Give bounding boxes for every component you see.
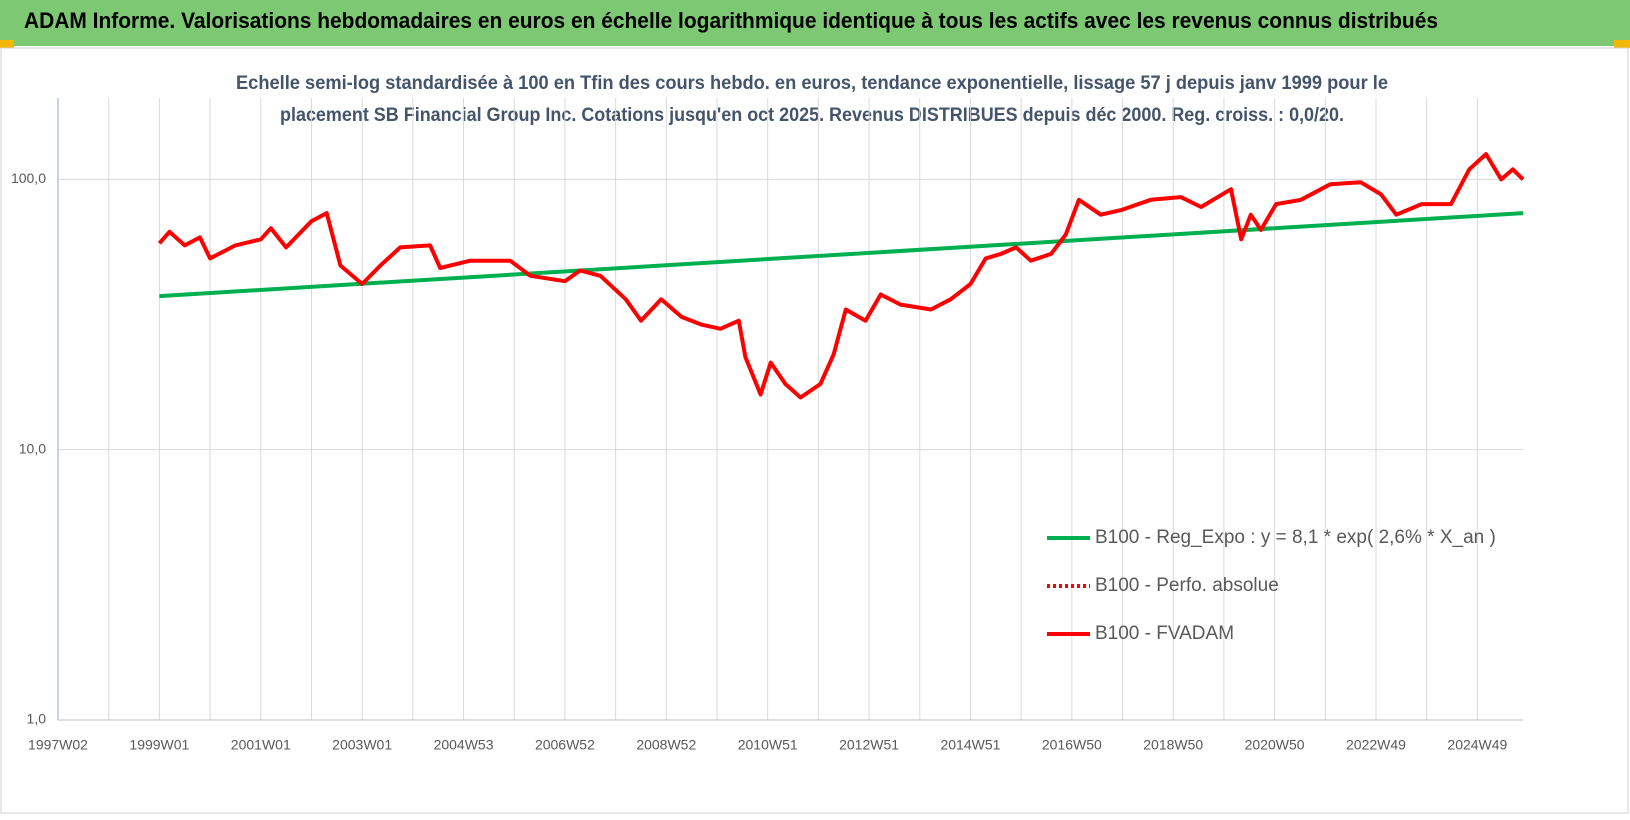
x-tick-label: 2006W52 xyxy=(535,737,595,753)
chart-title: Echelle semi-log standardisée à 100 en T… xyxy=(236,73,1388,94)
legend-label: B100 - Perfo. absolue xyxy=(1095,575,1279,596)
x-tick-label: 2016W50 xyxy=(1042,737,1102,753)
x-tick-label: 2012W51 xyxy=(839,737,899,753)
chart-title: placement SB Financial Group Inc. Cotati… xyxy=(280,105,1344,126)
data-line xyxy=(159,211,1524,299)
x-tick-label: 2020W50 xyxy=(1245,737,1305,753)
x-tick-label: 2024W49 xyxy=(1447,737,1507,753)
x-tick-label: 2001W01 xyxy=(231,737,291,753)
x-tick-label: 1997W02 xyxy=(28,737,88,753)
y-tick-label: 1,0 xyxy=(27,711,47,727)
x-tick-label: 2008W52 xyxy=(636,737,696,753)
x-tick-label: 2014W51 xyxy=(940,737,1000,753)
legend-label: B100 - Reg_Expo : y = 8,1 * exp( 2,6% * … xyxy=(1095,527,1496,548)
x-tick-label: 2018W50 xyxy=(1143,737,1203,753)
header-bar xyxy=(0,0,1630,46)
x-tick-label: 2003W01 xyxy=(332,737,392,753)
x-tick-label: 2004W53 xyxy=(434,737,494,753)
corner xyxy=(1614,40,1630,48)
x-tick-label: 2010W51 xyxy=(738,737,798,753)
header-title: ADAM Informe. Valorisations hebdomadaire… xyxy=(24,8,1438,33)
frame xyxy=(0,47,1629,814)
x-tick-label: 1999W01 xyxy=(129,737,189,753)
legend-label: B100 - FVADAM xyxy=(1095,623,1234,644)
corner xyxy=(0,40,14,48)
data-line xyxy=(157,152,1525,400)
y-tick-label: 10,0 xyxy=(19,440,46,456)
x-tick-label: 2022W49 xyxy=(1346,737,1406,753)
y-tick-label: 100,0 xyxy=(11,170,46,186)
